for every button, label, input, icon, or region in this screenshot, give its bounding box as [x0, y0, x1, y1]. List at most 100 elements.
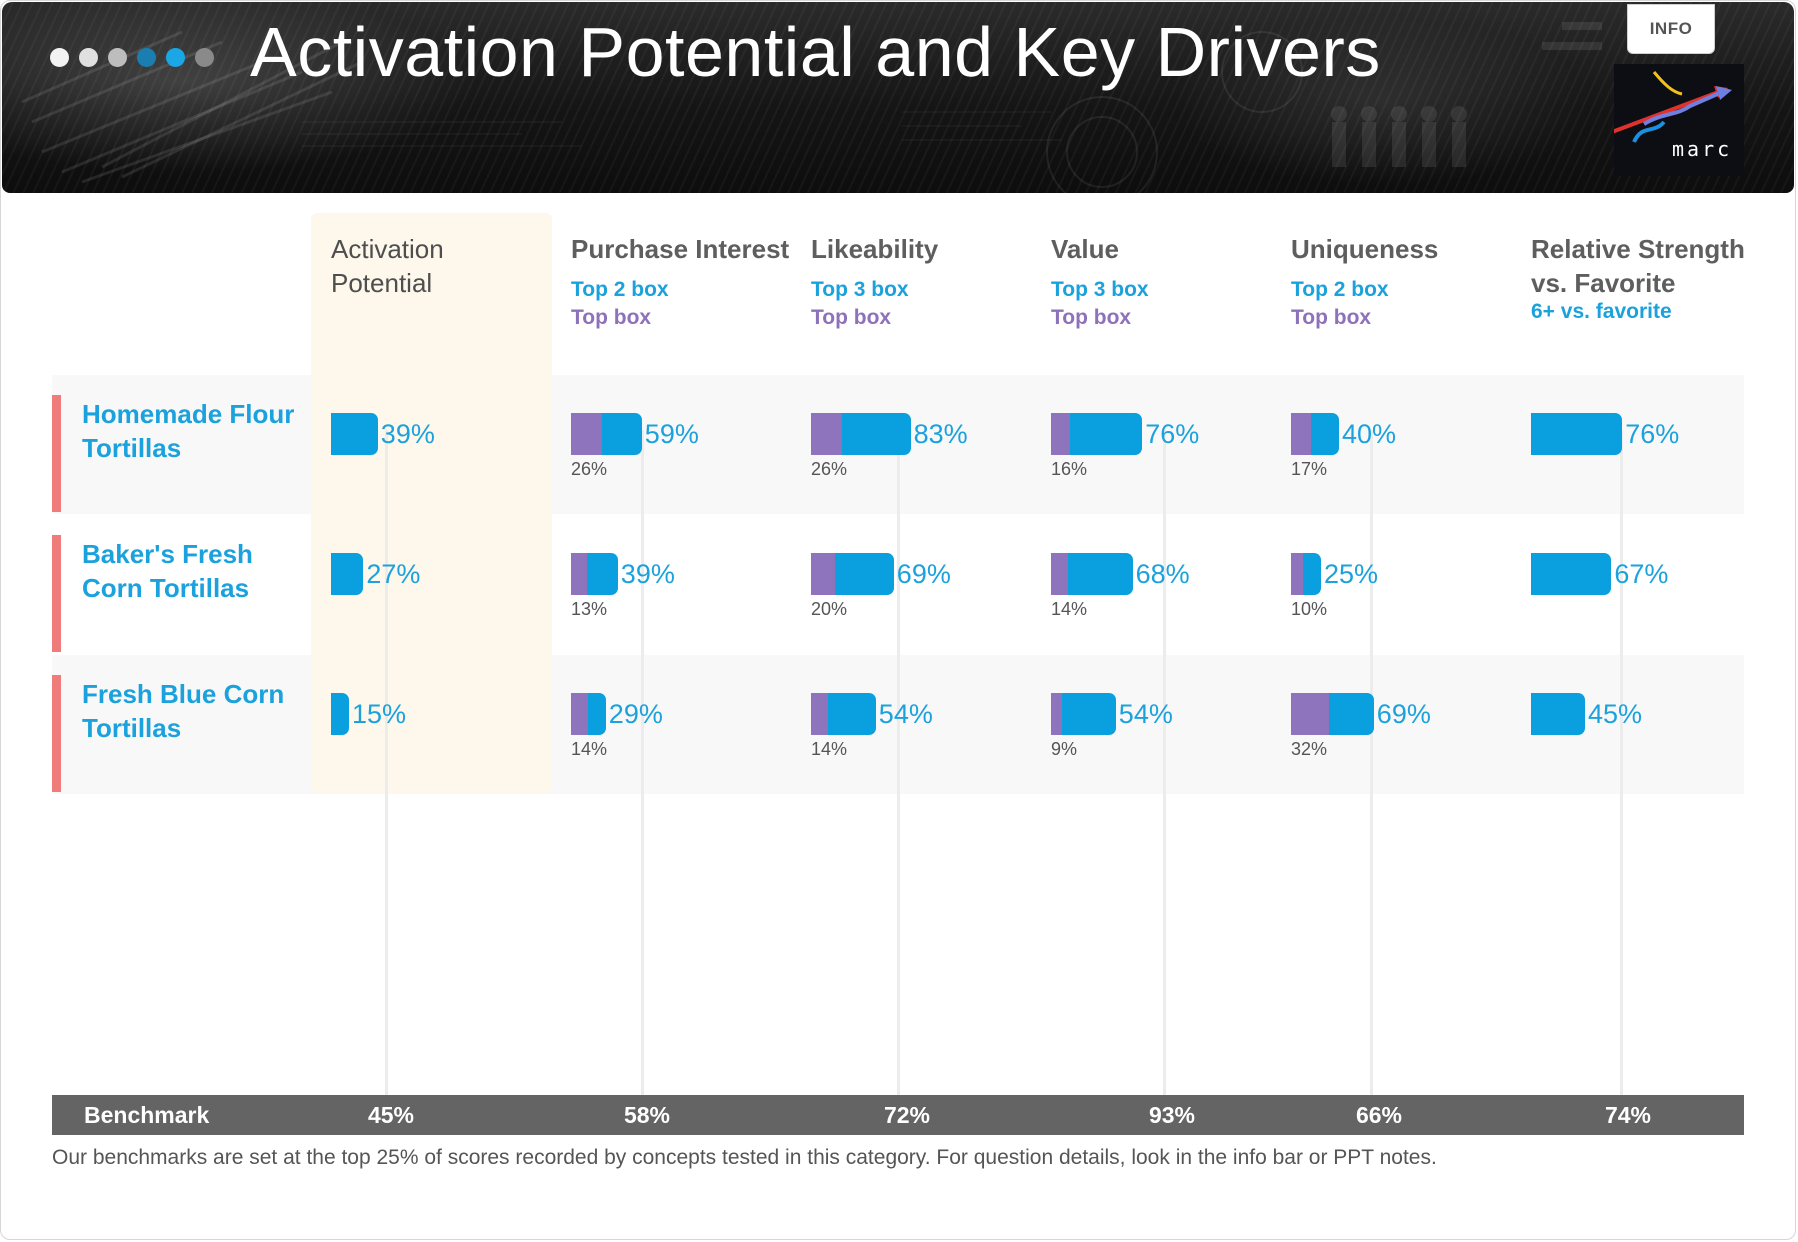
- benchmark-value: 74%: [1604, 1102, 1652, 1128]
- top-box-bar: [571, 693, 588, 735]
- column-title: Activation Potential: [331, 234, 444, 298]
- benchmark-footnote: Our benchmarks are set at the top 25% of…: [52, 1146, 1437, 1169]
- info-button[interactable]: INFO: [1627, 4, 1715, 54]
- benchmark-line: [1619, 430, 1623, 1095]
- benchmark-value: 58%: [623, 1102, 671, 1128]
- marc-logo: marc: [1614, 64, 1744, 176]
- column-title: Value: [1051, 234, 1119, 264]
- column-header: Activation Potential: [331, 232, 444, 300]
- chalkboard-background: [21, 22, 1602, 193]
- bar-value-label: 45%: [1588, 699, 1643, 729]
- column-header: Uniqueness Top 2 box Top box: [1291, 232, 1438, 332]
- bar: [1531, 413, 1623, 455]
- bar-value-label: 39%: [380, 419, 435, 449]
- bar: [1531, 553, 1612, 595]
- column-subtitle-topbox: Top box: [811, 306, 892, 329]
- progress-dot[interactable]: [79, 48, 98, 67]
- bar: [331, 553, 364, 595]
- benchmark-value: 72%: [883, 1102, 931, 1128]
- column-subtitle-primary: Top 3 box: [1051, 278, 1149, 301]
- bar-value-label: 27%: [366, 559, 421, 589]
- top-box-bar: [571, 553, 587, 595]
- top-box-bar: [1051, 553, 1068, 595]
- top-box-value-label: 14%: [571, 739, 608, 759]
- top-box-bar: [571, 413, 603, 455]
- column-title: Likeability: [811, 234, 939, 264]
- slide-progress-dots: [50, 48, 214, 67]
- benchmark-line: [1370, 430, 1374, 1095]
- bar: [1531, 693, 1585, 735]
- column-header: Value Top 3 box Top box: [1051, 232, 1149, 332]
- bar-value-label: 69%: [1376, 699, 1431, 729]
- bar-value-label: 69%: [896, 559, 951, 589]
- bar-value-label: 83%: [913, 419, 968, 449]
- progress-dot[interactable]: [166, 48, 185, 67]
- row-accent: [52, 675, 61, 792]
- row-accent: [52, 535, 61, 652]
- page-title: Activation Potential and Key Drivers: [250, 13, 1381, 91]
- column-header: Relative Strength vs. Favorite 6+ vs. fav…: [1531, 232, 1745, 326]
- concept-label: Fresh Blue Corn Tortillas: [82, 679, 285, 743]
- column-subtitle-topbox: Top box: [1051, 306, 1132, 329]
- top-box-value-label: 13%: [571, 599, 608, 619]
- bar-value-label: 59%: [644, 419, 699, 449]
- column-header: Purchase Interest Top 2 box Top box: [571, 232, 789, 332]
- benchmark-line: [1162, 430, 1166, 1095]
- bar-value-label: 54%: [878, 699, 933, 729]
- activation-column-highlight: [311, 213, 552, 793]
- top-box-value-label: 14%: [1051, 599, 1088, 619]
- benchmark-value: 66%: [1355, 1102, 1403, 1128]
- concept-label: Homemade Flour Tortillas: [82, 399, 295, 463]
- column-title: Purchase Interest: [571, 234, 790, 264]
- benchmark-bar: [52, 1095, 1744, 1135]
- bar-value-label: 25%: [1324, 559, 1379, 589]
- column-subtitle-primary: Top 2 box: [1291, 278, 1389, 301]
- top-box-value-label: 20%: [811, 599, 848, 619]
- header-banner: Activation Potential and Key Drivers INF…: [2, 2, 1794, 193]
- benchmark-value: 93%: [1148, 1102, 1196, 1128]
- progress-dot[interactable]: [108, 48, 127, 67]
- benchmark-line: [385, 430, 388, 1095]
- benchmark-title: Benchmark: [84, 1102, 210, 1128]
- top-box-bar: [811, 693, 828, 735]
- column-subtitle-topbox: Top box: [571, 306, 652, 329]
- bar-value-label: 15%: [352, 699, 407, 729]
- bar-value-label: 67%: [1614, 559, 1669, 589]
- progress-dot[interactable]: [195, 48, 214, 67]
- top-box-value-label: 16%: [1051, 459, 1088, 479]
- row-accent: [52, 395, 61, 512]
- top-box-bar: [1291, 413, 1312, 455]
- column-subtitle-topbox: Top box: [1291, 306, 1372, 329]
- top-box-value-label: 26%: [811, 459, 848, 479]
- column-header: Likeability Top 3 box Top box: [811, 232, 938, 332]
- top-box-bar: [1291, 693, 1330, 735]
- top-box-value-label: 26%: [571, 459, 608, 479]
- top-box-value-label: 9%: [1051, 739, 1078, 759]
- logo-text: marc: [1672, 137, 1732, 161]
- concept-label: Baker's Fresh Corn Tortillas: [82, 539, 253, 603]
- top-box-bar: [811, 553, 835, 595]
- bar-value-label: 40%: [1342, 419, 1397, 449]
- top-box-value-label: 14%: [811, 739, 848, 759]
- top-box-value-label: 17%: [1291, 459, 1328, 479]
- bar-value-label: 68%: [1135, 559, 1190, 589]
- benchmark-line: [897, 430, 901, 1095]
- top-box-bar: [1051, 693, 1062, 735]
- bar-value-label: 39%: [620, 559, 675, 589]
- top-box-value-label: 10%: [1291, 599, 1328, 619]
- bar-value-label: 76%: [1625, 419, 1680, 449]
- column-title: Uniqueness: [1291, 234, 1439, 264]
- column-subtitle-primary: Top 2 box: [571, 278, 669, 301]
- benchmark-value: 45%: [367, 1102, 415, 1128]
- column-subtitle-primary: Top 3 box: [811, 278, 909, 301]
- column-subtitle-primary: 6+ vs. favorite: [1531, 300, 1672, 323]
- progress-dot[interactable]: [50, 48, 69, 67]
- bar-value-label: 76%: [1145, 419, 1200, 449]
- bar: [331, 413, 378, 455]
- bar-value-label: 29%: [608, 699, 663, 729]
- progress-dot[interactable]: [137, 48, 156, 67]
- column-title: Relative Strength vs. Favorite: [1531, 234, 1745, 298]
- benchmark-line: [640, 430, 644, 1095]
- top-box-bar: [1291, 553, 1303, 595]
